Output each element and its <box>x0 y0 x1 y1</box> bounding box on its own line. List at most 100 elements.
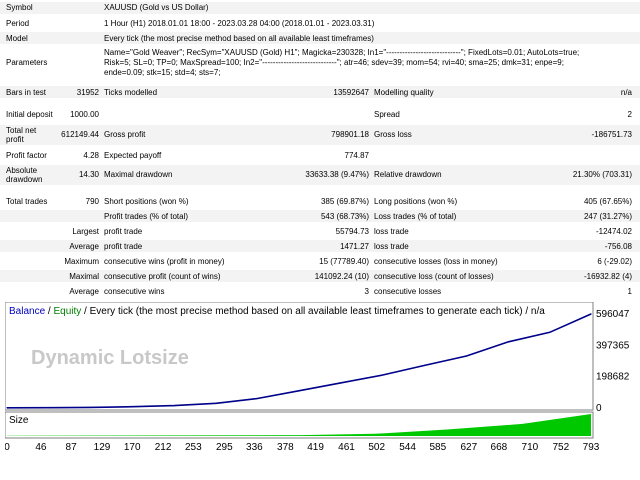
size-area <box>7 414 591 436</box>
x-tick-label: 419 <box>307 442 324 453</box>
grossprofit-label: Gross profit <box>104 130 146 139</box>
y-tick-label: 198682 <box>596 372 630 383</box>
x-tick-label: 793 <box>583 442 600 453</box>
chart-subtitle: / Every tick (the most precise method ba… <box>81 306 545 317</box>
data-point-balance <box>256 397 258 400</box>
parameters-label: Parameters <box>6 58 48 67</box>
y-axis: 596047 397365 198682 0 <box>596 309 630 414</box>
lpt-value: 55794.73 <box>335 227 369 236</box>
x-tick-label: 461 <box>338 442 355 453</box>
y-tick-label: 0 <box>596 403 602 414</box>
mcw-label: consecutive wins (profit in money) <box>104 257 225 266</box>
x-tick-label: 129 <box>94 442 111 453</box>
netprofit-label: Total net <box>6 126 37 135</box>
acw-value: 3 <box>364 287 369 296</box>
parameters-line-2: Risk=5; SL=0; TP=0; MaxSpread=100; In2="… <box>104 58 564 67</box>
mclo-value: -16932.82 (4) <box>583 272 632 281</box>
quality-label: Modelling quality <box>374 88 434 97</box>
pf-label: Profit factor <box>6 151 47 160</box>
grossloss-label: Gross loss <box>374 130 412 139</box>
acl-value: 1 <box>627 287 632 296</box>
row-bg <box>0 270 640 282</box>
x-tick-label: 170 <box>124 442 141 453</box>
lt-label: Loss trades (% of total) <box>374 212 457 221</box>
payoff-value: 774.87 <box>344 151 369 160</box>
legend-balance: Balance <box>9 306 46 317</box>
ticks-label: Ticks modelled <box>104 88 158 97</box>
data-point-balance <box>298 390 300 392</box>
x-tick-label: 585 <box>429 442 446 453</box>
x-tick-label: 0 <box>5 442 10 453</box>
pt-value: 543 (68.73%) <box>320 212 369 221</box>
data-point-balance <box>549 331 551 333</box>
grossloss-value: -186751.73 <box>591 130 632 139</box>
y-tick-label: 596047 <box>596 309 630 320</box>
x-axis: 0 46 87 129 170 212 253 295 336 378 419 461 502 544 58… <box>5 442 600 453</box>
x-tick-label: 378 <box>277 442 294 453</box>
size-label: Size <box>9 415 29 426</box>
data-point-balance <box>507 341 510 343</box>
row-bg <box>0 240 640 252</box>
data-point-balance <box>173 405 175 407</box>
row-bg <box>0 125 640 145</box>
main-plot-frame <box>5 302 594 411</box>
x-tick-label: 253 <box>185 442 202 453</box>
data-point-balance <box>465 355 468 357</box>
balance-chart: Balance / Equity / Every tick (the most … <box>5 302 636 453</box>
grossprofit-value: 798901.18 <box>331 130 369 139</box>
row-bg <box>0 165 640 185</box>
llt-label: loss trade <box>374 227 409 236</box>
row-bg <box>0 210 640 222</box>
row-bg <box>0 86 640 98</box>
average2-label: Average <box>69 287 99 296</box>
x-tick-label: 46 <box>35 442 47 453</box>
pt-label: Profit trades (% of total) <box>104 212 189 221</box>
maximal-label: Maximal <box>69 272 99 281</box>
maximum-label: Maximum <box>64 257 99 266</box>
x-tick-label: 502 <box>368 442 385 453</box>
row-bg <box>0 32 640 44</box>
x-tick-label: 295 <box>216 442 233 453</box>
short-label: Short positions (won %) <box>104 197 189 206</box>
data-point-balance <box>424 364 426 366</box>
llt-value: -12474.02 <box>595 227 632 236</box>
x-tick-label: 710 <box>522 442 539 453</box>
watermark: Dynamic Lotsize <box>31 347 189 369</box>
trades-label: Total trades <box>6 197 48 206</box>
row-bg <box>0 2 640 14</box>
data-point-balance <box>131 406 133 408</box>
trades-value: 790 <box>85 197 99 206</box>
mcp-value: 141092.24 (10) <box>314 272 369 281</box>
chart-svg: Balance / Equity / Every tick (the most … <box>5 302 630 453</box>
mcl-value: 6 (-29.02) <box>597 257 632 266</box>
x-tick-label: 87 <box>66 442 78 453</box>
bars-value: 31952 <box>76 88 99 97</box>
quality-value: n/a <box>620 88 632 97</box>
symbol-value: XAUUSD (Gold vs US Dollar) <box>104 3 209 12</box>
alt-label: loss trade <box>374 242 409 251</box>
data-point-balance <box>48 407 50 409</box>
alt-value: -756.08 <box>604 242 632 251</box>
pf-value: 4.28 <box>83 151 99 160</box>
ticks-value: 13592647 <box>333 88 369 97</box>
parameters-line-1: Name="Gold Weaver"; RecSym="XAUUSD (Gold… <box>104 48 580 57</box>
acl-label: consecutive losses <box>374 287 442 296</box>
spread-label: Spread <box>374 110 400 119</box>
data-point-balance <box>382 374 384 376</box>
chart-header: Balance / Equity / Every tick (the most … <box>9 306 545 317</box>
period-label: Period <box>6 19 30 28</box>
data-point-balance <box>6 407 8 409</box>
data-point-balance <box>89 406 91 408</box>
legend-separator: / <box>45 306 53 317</box>
period-value: 1 Hour (H1) 2018.01.01 18:00 - 2023.03.2… <box>104 19 375 28</box>
absdd-value: 14.30 <box>78 170 99 179</box>
average-label: Average <box>69 242 99 251</box>
x-tick-label: 752 <box>552 442 569 453</box>
netprofit-value: 612149.44 <box>61 130 99 139</box>
maxdd-value: 33633.38 (9.47%) <box>305 170 369 179</box>
x-tick-label: 627 <box>460 442 477 453</box>
data-point-balance <box>590 313 592 315</box>
spread-value: 2 <box>627 110 632 119</box>
model-value: Every tick (the most precise method base… <box>104 34 374 43</box>
model-label: Model <box>6 34 28 43</box>
